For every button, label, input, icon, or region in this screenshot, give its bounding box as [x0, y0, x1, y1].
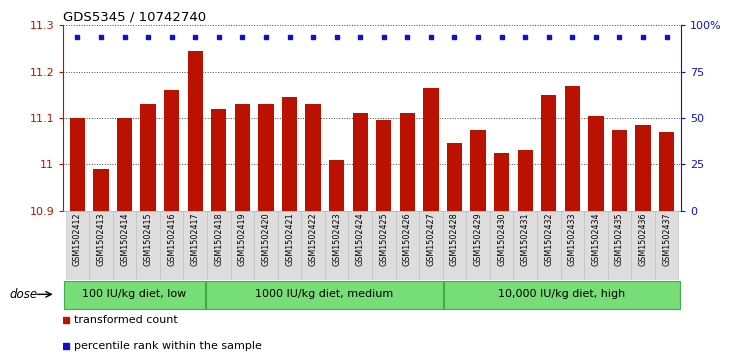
Bar	[589, 116, 603, 211]
Bar	[184, 211, 207, 280]
Bar	[306, 104, 321, 211]
Text: percentile rank within the sample: percentile rank within the sample	[74, 341, 262, 351]
Bar	[70, 118, 85, 211]
Bar	[325, 211, 348, 280]
Bar	[93, 169, 109, 211]
Bar	[584, 211, 608, 280]
Bar	[635, 125, 651, 211]
Text: GSM1502427: GSM1502427	[426, 213, 435, 266]
Bar	[231, 211, 254, 280]
Text: GSM1502418: GSM1502418	[214, 213, 223, 266]
Bar	[400, 113, 415, 211]
Bar	[329, 160, 344, 211]
Bar	[211, 109, 226, 211]
Text: GSM1502419: GSM1502419	[238, 213, 247, 266]
Bar	[301, 211, 325, 280]
Text: GSM1502420: GSM1502420	[261, 213, 270, 266]
Text: GSM1502423: GSM1502423	[332, 213, 341, 266]
Bar	[494, 153, 510, 211]
Text: GSM1502434: GSM1502434	[591, 213, 600, 266]
Bar	[278, 211, 301, 280]
Bar	[206, 281, 443, 309]
Bar	[136, 211, 160, 280]
Text: GSM1502414: GSM1502414	[120, 213, 129, 266]
Bar	[490, 211, 513, 280]
Bar	[254, 211, 278, 280]
Bar	[537, 211, 560, 280]
Text: GSM1502426: GSM1502426	[403, 213, 412, 266]
Bar	[631, 211, 655, 280]
Bar	[282, 97, 297, 211]
Text: GSM1502421: GSM1502421	[285, 213, 294, 266]
Text: GSM1502413: GSM1502413	[97, 213, 106, 266]
Text: GSM1502416: GSM1502416	[167, 213, 176, 266]
Bar	[348, 211, 372, 280]
Bar	[141, 104, 155, 211]
Text: GSM1502431: GSM1502431	[521, 213, 530, 266]
Bar	[608, 211, 631, 280]
Bar	[560, 211, 584, 280]
Bar	[396, 211, 419, 280]
Bar	[513, 211, 537, 280]
Text: GSM1502412: GSM1502412	[73, 213, 82, 266]
Text: GSM1502417: GSM1502417	[190, 213, 199, 266]
Bar	[655, 211, 679, 280]
Bar	[65, 211, 89, 280]
Text: GSM1502437: GSM1502437	[662, 213, 671, 266]
Bar	[466, 211, 490, 280]
Bar	[470, 130, 486, 211]
Bar	[423, 88, 438, 211]
Bar	[612, 130, 627, 211]
Bar	[207, 211, 231, 280]
Text: GSM1502425: GSM1502425	[379, 213, 388, 266]
Bar	[160, 211, 184, 280]
Text: GSM1502424: GSM1502424	[356, 213, 365, 266]
Bar	[659, 132, 674, 211]
Bar	[565, 86, 580, 211]
Text: GSM1502428: GSM1502428	[450, 213, 459, 266]
Bar	[447, 143, 462, 211]
Text: GSM1502422: GSM1502422	[309, 213, 318, 266]
Text: dose: dose	[10, 288, 38, 301]
Bar	[187, 51, 203, 211]
Bar	[518, 150, 533, 211]
Bar	[443, 211, 466, 280]
Text: 10,000 IU/kg diet, high: 10,000 IU/kg diet, high	[498, 289, 626, 299]
Text: GDS5345 / 10742740: GDS5345 / 10742740	[63, 11, 206, 24]
Text: transformed count: transformed count	[74, 315, 178, 325]
Text: 100 IU/kg diet, low: 100 IU/kg diet, low	[83, 289, 187, 299]
Text: GSM1502435: GSM1502435	[615, 213, 624, 266]
Bar	[117, 118, 132, 211]
Bar	[234, 104, 250, 211]
Bar	[113, 211, 136, 280]
Bar	[64, 281, 205, 309]
Bar	[419, 211, 443, 280]
Text: GSM1502433: GSM1502433	[568, 213, 577, 266]
Bar	[89, 211, 113, 280]
Bar	[353, 113, 368, 211]
Text: GSM1502415: GSM1502415	[144, 213, 153, 266]
Bar	[372, 211, 396, 280]
Text: GSM1502429: GSM1502429	[474, 213, 483, 266]
Text: GSM1502432: GSM1502432	[545, 213, 554, 266]
Bar	[376, 120, 391, 211]
Text: GSM1502430: GSM1502430	[497, 213, 506, 266]
Bar	[258, 104, 274, 211]
Text: 1000 IU/kg diet, medium: 1000 IU/kg diet, medium	[255, 289, 394, 299]
Bar	[443, 281, 680, 309]
Bar	[541, 95, 557, 211]
Bar	[164, 90, 179, 211]
Text: GSM1502436: GSM1502436	[638, 213, 647, 266]
